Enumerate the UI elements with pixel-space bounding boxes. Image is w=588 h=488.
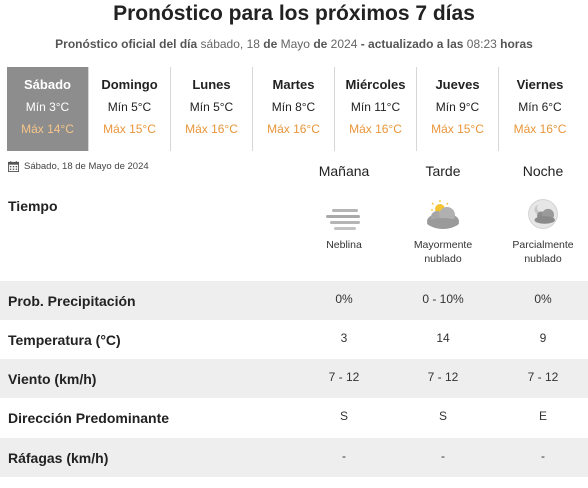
day-min-temp: Mín 6°C <box>518 100 562 114</box>
page-title: Pronóstico para los próximos 7 días <box>113 2 475 25</box>
day-name: Domingo <box>101 77 158 92</box>
row-value: 0% <box>534 292 552 306</box>
day-name: Jueves <box>435 77 480 92</box>
row-value: 0 - 10% <box>422 292 464 306</box>
period-manana: Mañana <box>318 163 370 179</box>
day-max-temp: Máx 16°C <box>513 122 567 136</box>
day-min-temp: Mín 5°C <box>189 100 234 114</box>
calendar-icon <box>8 161 19 172</box>
detail-date: Sábado, 18 de Mayo de 2024 <box>8 161 149 172</box>
day-tab-lunes[interactable]: Lunes Mín 5°C Máx 16°C <box>171 67 253 151</box>
row-value: 14 <box>436 331 450 345</box>
day-name: Miércoles <box>345 77 406 92</box>
day-max-temp: Máx 15°C <box>431 122 484 136</box>
row-label: Dirección Predominante <box>8 410 170 426</box>
day-max-temp: Máx 16°C <box>349 122 402 136</box>
detail-date-text: Sábado, 18 de Mayo de 2024 <box>24 161 149 172</box>
day-max-temp: Máx 15°C <box>103 122 156 136</box>
tiempo-label: Tiempo <box>8 198 58 214</box>
row-value: E <box>538 409 547 423</box>
row-rafagas: Ráfagas (km/h) - - - <box>0 438 588 477</box>
day-max-temp: Máx 14°C <box>21 122 74 136</box>
weather-desc-tarde: Mayormente nublado <box>413 239 473 265</box>
mostly-cloudy-day-icon <box>427 200 459 229</box>
row-value: 3 <box>340 331 348 345</box>
row-value: S <box>438 409 447 423</box>
day-name: Martes <box>272 77 315 92</box>
weather-desc-noche: Parcialmente nublado <box>512 239 574 265</box>
day-tab-jueves[interactable]: Jueves Mín 9°C Máx 15°C <box>417 67 499 151</box>
period-noche: Noche <box>522 163 564 179</box>
row-value: S <box>339 409 348 423</box>
row-value: 7 - 12 <box>427 370 459 384</box>
day-tab-martes[interactable]: Martes Mín 8°C Máx 16°C <box>253 67 335 151</box>
period-tarde: Tarde <box>425 163 461 179</box>
row-direccion: Dirección Predominante S S E <box>0 398 588 437</box>
day-name: Lunes <box>192 77 231 92</box>
page-subtitle: Pronóstico oficial del día sábado, 18 de… <box>55 37 533 51</box>
row-label: Ráfagas (km/h) <box>8 450 109 466</box>
day-min-temp: Mín 8°C <box>271 100 316 114</box>
partly-cloudy-night-icon <box>528 199 558 229</box>
row-value: - <box>441 449 445 463</box>
row-label: Prob. Precipitación <box>8 293 136 309</box>
day-min-temp: Mín 9°C <box>435 100 480 114</box>
row-temperatura: Temperatura (°C) 3 14 9 <box>0 320 588 359</box>
day-tab-viernes[interactable]: Viernes Mín 6°C Máx 16°C <box>499 67 581 151</box>
day-max-temp: Máx 16°C <box>185 122 238 136</box>
weather-desc-manana: Neblina <box>326 239 362 251</box>
day-tab-sabado[interactable]: Sábado Mín 3°C Máx 14°C <box>7 67 89 151</box>
row-value: - <box>541 449 545 463</box>
row-value: 7 - 12 <box>527 370 559 384</box>
row-value: 0% <box>335 292 353 306</box>
day-tab-domingo[interactable]: Domingo Mín 5°C Máx 15°C <box>89 67 171 151</box>
row-value: 9 <box>539 331 547 345</box>
row-value: 7 - 12 <box>328 370 360 384</box>
day-min-temp: Mín 3°C <box>25 100 70 114</box>
day-min-temp: Mín 5°C <box>107 100 152 114</box>
row-label: Viento (km/h) <box>8 371 97 387</box>
day-min-temp: Mín 11°C <box>350 100 401 114</box>
day-tab-miercoles[interactable]: Miércoles Mín 11°C Máx 16°C <box>335 67 417 151</box>
row-prob-precipitacion: Prob. Precipitación 0% 0 - 10% 0% <box>0 281 588 320</box>
row-viento: Viento (km/h) 7 - 12 7 - 12 7 - 12 <box>0 359 588 398</box>
day-tabs: Sábado Mín 3°C Máx 14°C Domingo Mín 5°C … <box>7 67 588 151</box>
fog-icon <box>326 209 360 230</box>
row-value: - <box>342 449 346 463</box>
day-name: Viernes <box>516 77 564 92</box>
row-label: Temperatura (°C) <box>8 332 121 348</box>
day-name: Sábado <box>24 77 71 92</box>
day-max-temp: Máx 16°C <box>267 122 320 136</box>
